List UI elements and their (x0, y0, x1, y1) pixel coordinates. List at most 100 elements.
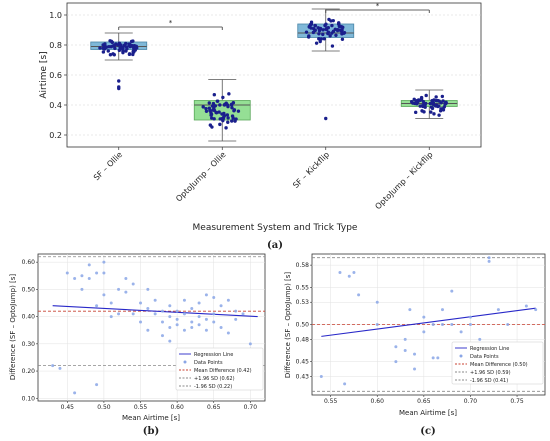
chart-a-data-point (217, 110, 221, 114)
chart-a-data-point (218, 122, 222, 127)
chart-a-data-point (236, 109, 241, 113)
chart-a-data-point (434, 95, 438, 99)
chart-b-x-axis-label: Mean Airtime [s] (122, 414, 180, 422)
chart-a-data-point (230, 105, 234, 110)
b-y-tick-label: 0.20 (22, 368, 36, 375)
c-data-point (440, 323, 444, 326)
chart-a-data-point (421, 99, 426, 104)
chart-a-data-point (443, 101, 448, 106)
b-data-point (124, 277, 128, 280)
chart-a-data-point (342, 31, 346, 35)
c-y-tick-label: 0.43 (296, 373, 310, 380)
chart-a-data-point (119, 43, 123, 47)
chart-a-data-point (319, 37, 324, 41)
b-data-point (146, 328, 150, 332)
b-data-point (80, 274, 84, 278)
b-data-point (153, 298, 157, 302)
c-data-point (459, 330, 463, 334)
chart-a-x-tick-label: OptoJump – Ollie (174, 150, 228, 204)
c-data-point (487, 256, 491, 260)
b-data-point (153, 312, 157, 316)
chart-b-plot-frame (37, 253, 266, 402)
c-x-tick-label: 0.55 (324, 398, 338, 405)
chart-a-data-point (223, 102, 227, 106)
c-data-point (468, 323, 472, 326)
b-data-point (212, 320, 216, 324)
chart-a-data-point (101, 50, 106, 54)
chart-b: 0.45 0.50 0.55 0.60 0.65 0.70 0.10 0.20 0.30 0.40… (9, 253, 266, 437)
chart-a-plot-frame (66, 2, 482, 148)
b-data-point (175, 317, 179, 321)
chart-a-data-point (232, 109, 236, 113)
b-x-tick-label: 0.60 (170, 404, 184, 411)
c-data-point (422, 315, 426, 319)
b-data-point (109, 315, 113, 319)
b-data-point (197, 323, 201, 327)
chart-a-data-point (306, 35, 311, 39)
chart-a-data-point (209, 116, 214, 120)
c-legend-label: Regression Line (470, 346, 509, 352)
b-legend-box (175, 347, 264, 391)
b-data-point (109, 301, 113, 305)
chart-a-data-point (340, 37, 345, 41)
chart-a-y-tick-label: 0.8 (49, 41, 62, 50)
chart-a-data-point (336, 22, 341, 26)
chart-b-panel-label: (b) (143, 426, 159, 437)
chart-a-x-tick-label: SF – Kickflip (291, 150, 331, 190)
b-data-point (175, 309, 179, 313)
chart-a-x-tick-label: SF – Ollie (92, 150, 124, 182)
chart-a: 0.2 0.4 0.6 0.8 1.0 SF – Ollie OptoJump – Oll… (39, 2, 482, 251)
chart-a-data-point (210, 104, 215, 108)
chart-a-data-point (230, 119, 234, 123)
b-y-tick-label: 0.50 (22, 286, 36, 293)
chart-a-data-point (213, 104, 218, 108)
b-data-point (212, 296, 216, 300)
chart-a-y-tick-label: 0.2 (49, 131, 62, 140)
c-data-point (487, 259, 491, 263)
b-data-point (204, 317, 208, 321)
c-data-point (338, 271, 342, 275)
chart-a-data-point (317, 32, 321, 36)
chart-a-data-point (108, 53, 113, 57)
chart-a-data-point (229, 103, 234, 107)
chart-a-data-point (234, 117, 238, 121)
chart-a-data-point (423, 105, 427, 109)
b-x-tick-label: 0.55 (134, 404, 148, 411)
chart-a-data-point (112, 43, 117, 48)
chart-a-data-point (433, 104, 438, 108)
c-data-point (524, 304, 528, 308)
chart-a-x-axis-label: Measurement System and Trick Type (193, 223, 358, 233)
b-legend-label: +1.96 SD (0.62) (194, 376, 235, 382)
chart-a-data-point (104, 45, 109, 49)
b-data-point (95, 271, 99, 275)
chart-a-data-point (226, 116, 230, 120)
b-data-point (102, 260, 106, 264)
b-legend-swatch (183, 360, 187, 364)
b-data-point (73, 277, 77, 280)
chart-a-data-point (326, 30, 331, 34)
chart-a-data-point (103, 42, 107, 46)
chart-a-data-point (211, 108, 215, 112)
chart-a-data-point (129, 39, 134, 44)
b-data-point (80, 287, 84, 291)
c-data-point (478, 337, 482, 341)
c-data-point (394, 345, 398, 349)
c-legend-label: -1.96 SD (0.41) (470, 378, 508, 384)
chart-c-y-axis-label: Difference (SF – OptoJump) [s] (284, 272, 292, 379)
chart-a-data-point (227, 92, 231, 96)
chart-a-data-point (98, 46, 102, 50)
chart-a-data-point (322, 37, 326, 41)
c-y-tick-label: 0.45 (296, 359, 310, 366)
chart-a-data-point (117, 48, 122, 53)
chart-a-data-point (328, 34, 332, 38)
chart-a-data-point (221, 95, 225, 100)
c-data-point (431, 323, 435, 326)
chart-a-data-point (318, 39, 322, 44)
b-data-point (226, 331, 230, 335)
b-data-point (73, 391, 77, 395)
c-data-point (403, 337, 407, 341)
chart-a-data-point (428, 101, 433, 106)
b-data-point (168, 315, 172, 319)
b-data-point (131, 312, 135, 316)
chart-a-data-point (201, 105, 205, 109)
